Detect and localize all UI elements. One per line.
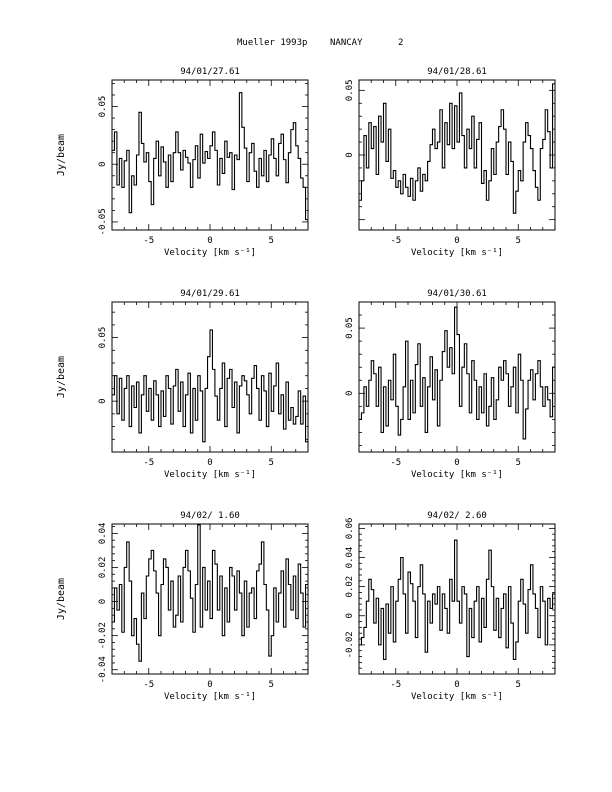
panel-title: 94/02/ 2.60 (427, 511, 487, 521)
y-tick-label: 0 (345, 152, 355, 157)
y-tick-label: 0 (345, 613, 355, 618)
y-tick-label: 0 (98, 162, 108, 167)
x-tick-label: -5 (143, 236, 154, 246)
x-tick-label: 0 (454, 458, 459, 468)
x-tick-label: 0 (454, 680, 459, 690)
y-tick-label: 0.02 (98, 557, 108, 579)
spectrum-series-line (112, 92, 308, 221)
header-page-number: 2 (398, 38, 404, 48)
x-tick-label: -5 (390, 680, 401, 690)
panel-title: 94/01/29.61 (180, 289, 240, 299)
y-tick-label: -0.05 (98, 208, 108, 235)
x-tick-label: -5 (390, 458, 401, 468)
y-tick-label: 0.04 (98, 523, 108, 545)
panel-title: 94/01/27.61 (180, 67, 240, 77)
spectrum-panel: 94/01/29.61 -5 0 5 0 0.05 Velocity [km s⁻¹] Jy/… (56, 289, 309, 480)
x-axis-label: Velocity [km s⁻¹] (164, 470, 256, 480)
spectrum-panel: 94/01/30.61 -5 0 5 0 0.05 Velocity [km s⁻¹] (345, 289, 556, 480)
y-tick-label: 0 (98, 599, 108, 604)
x-tick-label: -5 (143, 458, 154, 468)
spectrum-panel: 94/01/27.61 -5 0 5 -0.05 0 0.05 Velocity [km s⁻… (56, 67, 309, 258)
x-axis-label: Velocity [km s⁻¹] (164, 692, 256, 702)
y-tick-label: -0.04 (98, 656, 108, 683)
page-header: Mueller 1993p NANCAY 2 (0, 38, 612, 52)
y-axis-label: Jy/beam (56, 578, 67, 620)
spectrum-series-line (359, 306, 555, 440)
spectrum-panel: 94/01/28.61 -5 0 5 0 0.05 Velocity [km s⁻¹] (345, 67, 556, 258)
y-tick-label: 0.05 (98, 327, 108, 349)
x-tick-label: 0 (207, 236, 212, 246)
spectrum-series-line (359, 83, 555, 214)
y-tick-label: 0.06 (345, 518, 355, 540)
x-axis-label: Velocity [km s⁻¹] (411, 470, 503, 480)
x-tick-label: 0 (454, 236, 459, 246)
header-telescope: NANCAY (330, 38, 363, 48)
x-tick-label: 5 (269, 680, 274, 690)
spectrum-panel: 94/02/ 1.60 -5 0 5 -0.04 -0.02 0 0.02 0.04 Veloci… (56, 511, 309, 702)
x-tick-label: 0 (207, 680, 212, 690)
x-tick-label: -5 (390, 236, 401, 246)
y-tick-label: 0.05 (345, 317, 355, 339)
panel-title: 94/01/28.61 (427, 67, 487, 77)
x-axis-label: Velocity [km s⁻¹] (411, 248, 503, 258)
x-axis-label: Velocity [km s⁻¹] (164, 248, 256, 258)
spectrum-series-line (359, 539, 555, 660)
y-tick-label: 0.04 (345, 547, 355, 569)
y-tick-label: -0.02 (98, 622, 108, 649)
y-tick-label: 0.05 (98, 96, 108, 118)
x-tick-label: 5 (269, 236, 274, 246)
x-axis-label: Velocity [km s⁻¹] (411, 692, 503, 702)
y-axis-label: Jy/beam (56, 356, 67, 398)
y-tick-label: 0.02 (345, 576, 355, 598)
y-tick-label: 0 (345, 391, 355, 396)
x-tick-label: 5 (516, 236, 521, 246)
y-tick-label: 0 (98, 398, 108, 403)
x-tick-label: 5 (516, 458, 521, 468)
header-source: Mueller 1993p (237, 38, 308, 48)
spectrum-panel: 94/02/ 2.60 -5 0 5 -0.02 0 0.02 0.04 0.06 Velocit… (345, 511, 556, 702)
x-tick-label: -5 (143, 680, 154, 690)
spectrum-series-line (112, 329, 308, 443)
x-tick-label: 5 (516, 680, 521, 690)
y-axis-label: Jy/beam (56, 134, 67, 176)
panel-title: 94/02/ 1.60 (180, 511, 240, 521)
y-tick-label: 0.05 (345, 80, 355, 102)
spectrum-series-line (112, 524, 308, 662)
y-tick-label: -0.02 (345, 631, 355, 658)
x-tick-label: 5 (269, 458, 274, 468)
x-tick-label: 0 (207, 458, 212, 468)
panel-title: 94/01/30.61 (427, 289, 487, 299)
